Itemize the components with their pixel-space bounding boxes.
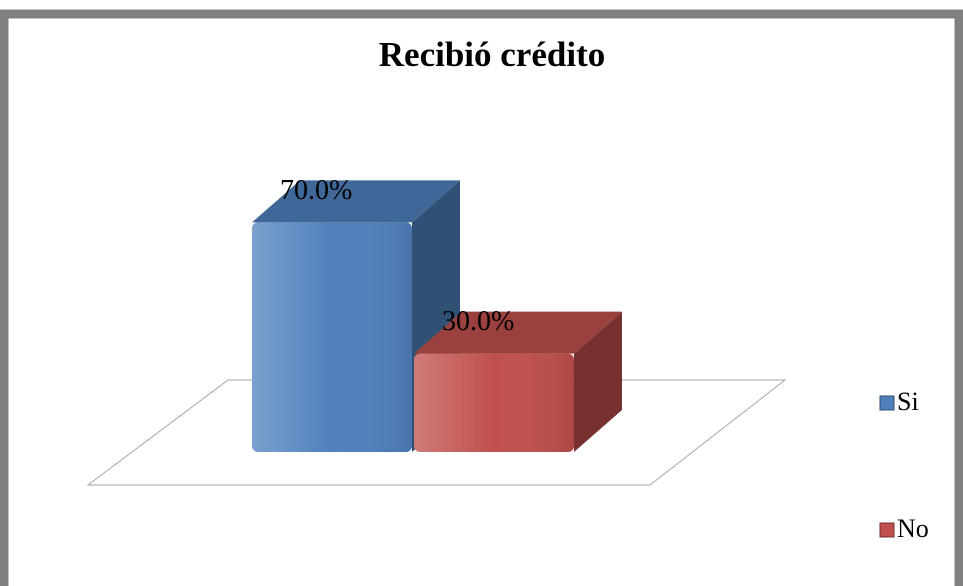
legend-label: Si	[897, 387, 919, 416]
data-label: 30.0%	[442, 306, 514, 337]
bar-shine	[252, 222, 412, 452]
data-label: 70.0%	[280, 175, 352, 206]
chart-title: Recibió crédito	[379, 35, 605, 74]
bar-top	[414, 311, 622, 354]
bar-side	[574, 311, 622, 452]
legend-label: No	[897, 514, 929, 543]
bar-top	[252, 180, 460, 223]
bar-shine	[414, 353, 574, 452]
legend-swatch	[879, 395, 895, 411]
legend-swatch	[879, 522, 895, 538]
frame	[0, 9, 963, 586]
